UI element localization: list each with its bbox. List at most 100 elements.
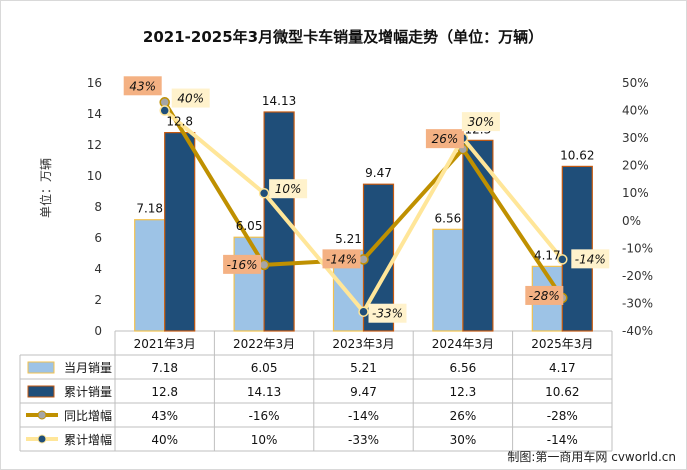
y-tick-label: 2 (94, 293, 102, 307)
legend-swatch (27, 385, 55, 398)
table-cell: 12.8 (151, 385, 178, 399)
pct-label-box (269, 179, 308, 199)
pct-data-label: -14% (326, 252, 357, 266)
y2-tick-label: 20% (622, 159, 649, 173)
bar-data-label: 10.62 (560, 148, 594, 162)
y-tick-label: 8 (94, 200, 102, 214)
y-axis-title: 单位：万辆 (38, 158, 53, 218)
table-cell: 26% (450, 409, 477, 423)
y2-tick-label: -20% (622, 269, 653, 283)
table-cell: 30% (450, 433, 477, 447)
y-tick-label: 4 (94, 262, 102, 276)
bar-data-label: 6.56 (435, 211, 462, 225)
bar-data-label: 14.13 (262, 94, 296, 108)
y2-tick-label: -10% (622, 241, 653, 255)
y-tick-label: 10 (87, 169, 102, 183)
pct-data-label: -33% (372, 307, 403, 321)
line-point (358, 306, 369, 317)
line-point (258, 187, 270, 199)
y2-tick-label: -40% (622, 324, 653, 338)
y2-tick-label: 50% (622, 76, 649, 90)
table-cell: -33% (348, 433, 379, 447)
y2-tick-label: 40% (622, 104, 649, 118)
legend-swatch (27, 361, 55, 374)
table-cell: 43% (151, 409, 178, 423)
pct-data-label: -28% (529, 289, 560, 303)
y-tick-label: 6 (94, 231, 102, 245)
pct-label-box (171, 88, 210, 108)
x-tick-label: 2022年3月 (233, 337, 295, 351)
table-cell: -28% (547, 409, 578, 423)
pct-label-box (368, 303, 407, 323)
pct-data-label: 26% (432, 132, 459, 146)
pct-label-box (461, 112, 500, 132)
table-cell: 5.21 (350, 361, 377, 375)
table-cell: 9.47 (350, 385, 377, 399)
legend-entry: 累计增幅 (64, 432, 112, 447)
y-tick-label: 0 (94, 324, 102, 338)
bar-data-label: 5.21 (335, 232, 362, 246)
table-cell: 4.17 (549, 361, 576, 375)
bar-cumulative (561, 165, 593, 332)
table-cell: 10% (251, 433, 278, 447)
table-cell: 12.3 (450, 385, 477, 399)
pct-label-box (525, 285, 564, 305)
bar-monthly (432, 228, 464, 332)
y-tick-label: 16 (87, 76, 102, 90)
bar-monthly (233, 236, 265, 332)
pct-data-label: -14% (575, 252, 606, 266)
pct-data-label: 40% (177, 92, 204, 106)
y-tick-label: 12 (87, 138, 102, 152)
legend-entry: 同比增幅 (64, 408, 112, 423)
table-cell: -16% (249, 409, 280, 423)
x-tick-label: 2021年3月 (134, 337, 196, 351)
table-cell: 10.62 (545, 385, 579, 399)
bar-data-label: 4.17 (534, 248, 561, 262)
pct-label-box (123, 76, 162, 96)
bar-data-label: 7.18 (136, 202, 163, 216)
bar-data-label: 9.47 (365, 166, 392, 180)
y-axis-ticks: 0 2 4 6 8 10 12 14 16 -40% -30% -20% -10% 0% 10% 20% 30%… (87, 76, 653, 338)
bar-data-label: 12.8 (166, 115, 193, 129)
table-cell: -14% (547, 433, 578, 447)
legend-swatch-marker (37, 434, 47, 444)
x-tick-label: 2024年3月 (432, 337, 494, 351)
pct-data-label: 10% (275, 182, 302, 196)
legend-entry: 累计销量 (64, 385, 112, 399)
pct-label-box (322, 249, 361, 269)
pct-data-label: -16% (227, 258, 258, 272)
line-point (557, 254, 568, 265)
legend-swatch-marker (37, 410, 47, 420)
pct-label-box (223, 254, 262, 274)
pct-data-label: 30% (468, 115, 495, 129)
pct-label-box (425, 129, 464, 149)
table-cell: 14.13 (247, 385, 281, 399)
x-tick-label: 2023年3月 (332, 337, 394, 351)
legend-entry: 当月销量 (64, 361, 112, 375)
y2-tick-label: 10% (622, 186, 649, 200)
y2-tick-label: -30% (622, 296, 653, 310)
bar-monthly (134, 219, 166, 332)
pct-label-box (571, 249, 610, 269)
y2-tick-label: 30% (622, 131, 649, 145)
bar-cumulative (164, 132, 196, 332)
table-cell: -14% (348, 409, 379, 423)
bar-data-label: 6.05 (236, 219, 263, 233)
credit-text: 制图:第一商用车网 cvworld.cn (507, 449, 676, 464)
bar-series (134, 111, 593, 332)
data-labels: 7.186.055.216.564.1712.814.139.4712.310.… (123, 76, 610, 323)
table-cell: 6.56 (450, 361, 477, 375)
y-tick-label: 14 (87, 107, 102, 121)
line-series (159, 97, 568, 317)
x-tick-label: 2025年3月 (531, 337, 593, 351)
pct-data-label: 43% (129, 79, 156, 93)
table-cell: 7.18 (151, 361, 178, 375)
chart-title: 2021-2025年3月微型卡车销量及增幅走势（单位：万辆） (143, 28, 543, 46)
y2-tick-label: 0% (622, 214, 641, 228)
table-cell: 6.05 (251, 361, 278, 375)
line-point (159, 105, 170, 116)
table-cell: 40% (151, 433, 178, 447)
